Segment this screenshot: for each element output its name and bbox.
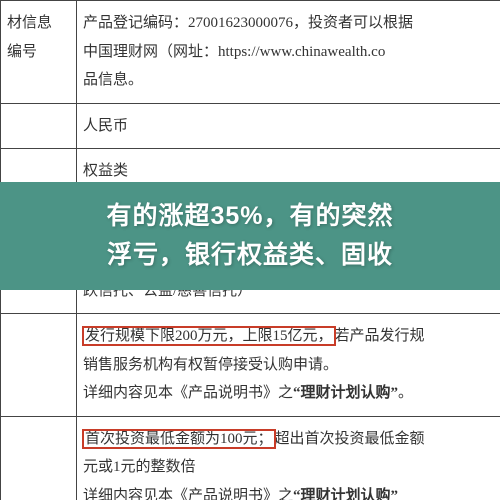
cell-left: [1, 416, 77, 500]
cell-left: [1, 314, 77, 417]
cell-left: 材信息 编号: [1, 1, 77, 104]
r1l0: 人民币: [83, 118, 128, 134]
r0l0: 产品登记编码：27001623000076，投资者可以根据: [83, 15, 413, 31]
r5l1: 销售服务机构有权暂停接受认购申请。: [83, 357, 338, 373]
headline-text: 有的涨超35%，有的突然 浮亏，银行权益类、固收: [106, 197, 393, 275]
headline-banner: 有的涨超35%，有的突然 浮亏，银行权益类、固收: [0, 182, 500, 290]
r2l0: 权益类: [83, 163, 128, 179]
r6l2b: “理财计划认购”: [293, 488, 398, 500]
r5l2b: “理财计划认购”: [293, 385, 398, 401]
table-row: 首次投资最低金额为100元；超出首次投资最低金额 元或1元的整数倍 详细内容见本…: [1, 416, 500, 500]
r0l1: 中国理财网（网址：https://www.chinawealth.co: [83, 44, 385, 60]
r6l0s: 超出首次投资最低金额: [275, 431, 425, 447]
left-text-0a: 材信息: [7, 15, 52, 31]
r0l2: 品信息。: [83, 72, 143, 88]
cell-right: 发行规模下限200万元，上限15亿元，若产品发行规 销售服务机构有权暂停接受认购…: [77, 314, 500, 417]
r5l2s: 。: [398, 385, 413, 401]
cell-right: 首次投资最低金额为100元；超出首次投资最低金额 元或1元的整数倍 详细内容见本…: [77, 416, 500, 500]
table-row: 人民币: [1, 103, 500, 149]
headline-line1: 有的涨超35%，有的突然: [106, 202, 393, 230]
r6l1: 元或1元的整数倍: [83, 459, 196, 475]
cell-right: 产品登记编码：27001623000076，投资者可以根据 中国理财网（网址：h…: [77, 1, 500, 104]
table-row: 材信息 编号 产品登记编码：27001623000076，投资者可以根据 中国理…: [1, 1, 500, 104]
r6l0h: 首次投资最低金额为100元；: [83, 430, 275, 448]
r6l2p: 详细内容见本《产品说明书》之: [83, 488, 293, 500]
table-row: 发行规模下限200万元，上限15亿元，若产品发行规 销售服务机构有权暂停接受认购…: [1, 314, 500, 417]
left-text-0b: 编号: [7, 44, 37, 60]
page: 材信息 编号 产品登记编码：27001623000076，投资者可以根据 中国理…: [0, 0, 500, 500]
r5l2p: 详细内容见本《产品说明书》之: [83, 385, 293, 401]
cell-right: 人民币: [77, 103, 500, 149]
cell-left: [1, 103, 77, 149]
headline-line2: 浮亏，银行权益类、固收: [107, 241, 393, 269]
r5l0h: 发行规模下限200万元，上限15亿元，: [83, 327, 335, 345]
r5l0s: 若产品发行规: [335, 328, 425, 344]
